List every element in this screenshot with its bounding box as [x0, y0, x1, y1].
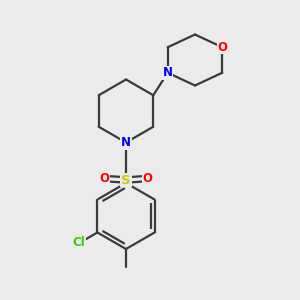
Text: Cl: Cl [73, 236, 85, 250]
Text: N: N [163, 66, 173, 79]
Text: O: O [217, 41, 227, 54]
Text: S: S [121, 173, 131, 187]
Text: O: O [99, 172, 110, 185]
Text: N: N [121, 136, 131, 149]
Text: O: O [142, 172, 153, 185]
